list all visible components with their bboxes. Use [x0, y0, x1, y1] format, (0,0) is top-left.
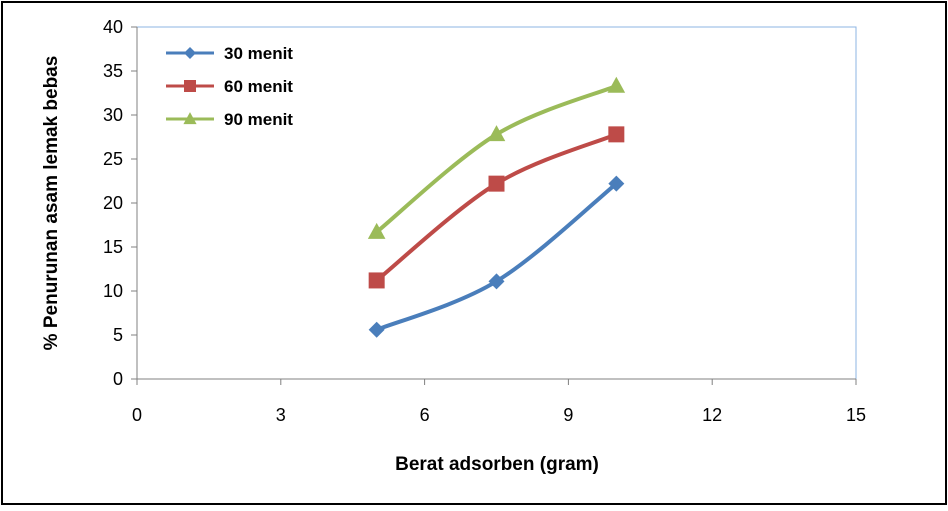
- y-tick-label: 40: [103, 17, 123, 37]
- x-ticks: 0 3 6 9 12 15: [132, 379, 866, 425]
- legend-marker: [184, 80, 196, 92]
- data-point: [488, 175, 505, 192]
- data-point: [488, 273, 505, 290]
- legend-item: 30 menit: [166, 44, 293, 63]
- data-point: [487, 125, 506, 142]
- y-tick-label: 5: [113, 325, 123, 345]
- legend-marker: [183, 112, 197, 125]
- x-tick-label: 3: [276, 405, 286, 425]
- y-tick-label: 20: [103, 193, 123, 213]
- y-axis-label: % Penurunan asam lemak bebas: [41, 56, 62, 351]
- data-point: [368, 321, 385, 338]
- x-tick-label: 15: [846, 405, 866, 425]
- legend-label: 60 menit: [224, 77, 293, 96]
- y-tick-label: 10: [103, 281, 123, 301]
- legend-item: 60 menit: [166, 77, 293, 96]
- data-point: [367, 222, 386, 239]
- x-tick-label: 0: [132, 405, 142, 425]
- series-0: [368, 175, 625, 338]
- data-point: [608, 175, 625, 192]
- legend-marker: [184, 47, 196, 59]
- x-tick-label: 12: [702, 405, 722, 425]
- y-tick-label: 15: [103, 237, 123, 257]
- x-tick-label: 9: [563, 405, 573, 425]
- series-2: [367, 76, 626, 239]
- y-tick-label: 25: [103, 149, 123, 169]
- y-tick-label: 0: [113, 369, 123, 389]
- legend-item: 90 menit: [166, 110, 293, 129]
- legend-label: 90 menit: [224, 110, 293, 129]
- series-1: [368, 126, 625, 289]
- x-tick-label: 6: [420, 405, 430, 425]
- y-tick-label: 30: [103, 105, 123, 125]
- data-point: [368, 272, 385, 289]
- data-point: [607, 76, 626, 93]
- x-axis-label: Berat adsorben (gram): [395, 454, 599, 475]
- y-tick-label: 35: [103, 61, 123, 81]
- legend: 30 menit 60 menit 90 menit: [166, 44, 293, 129]
- data-point: [608, 126, 625, 143]
- series-layer: [367, 76, 626, 338]
- legend-label: 30 menit: [224, 44, 293, 63]
- y-ticks: 0 5 10 15 20 25 30 35 40: [103, 17, 137, 389]
